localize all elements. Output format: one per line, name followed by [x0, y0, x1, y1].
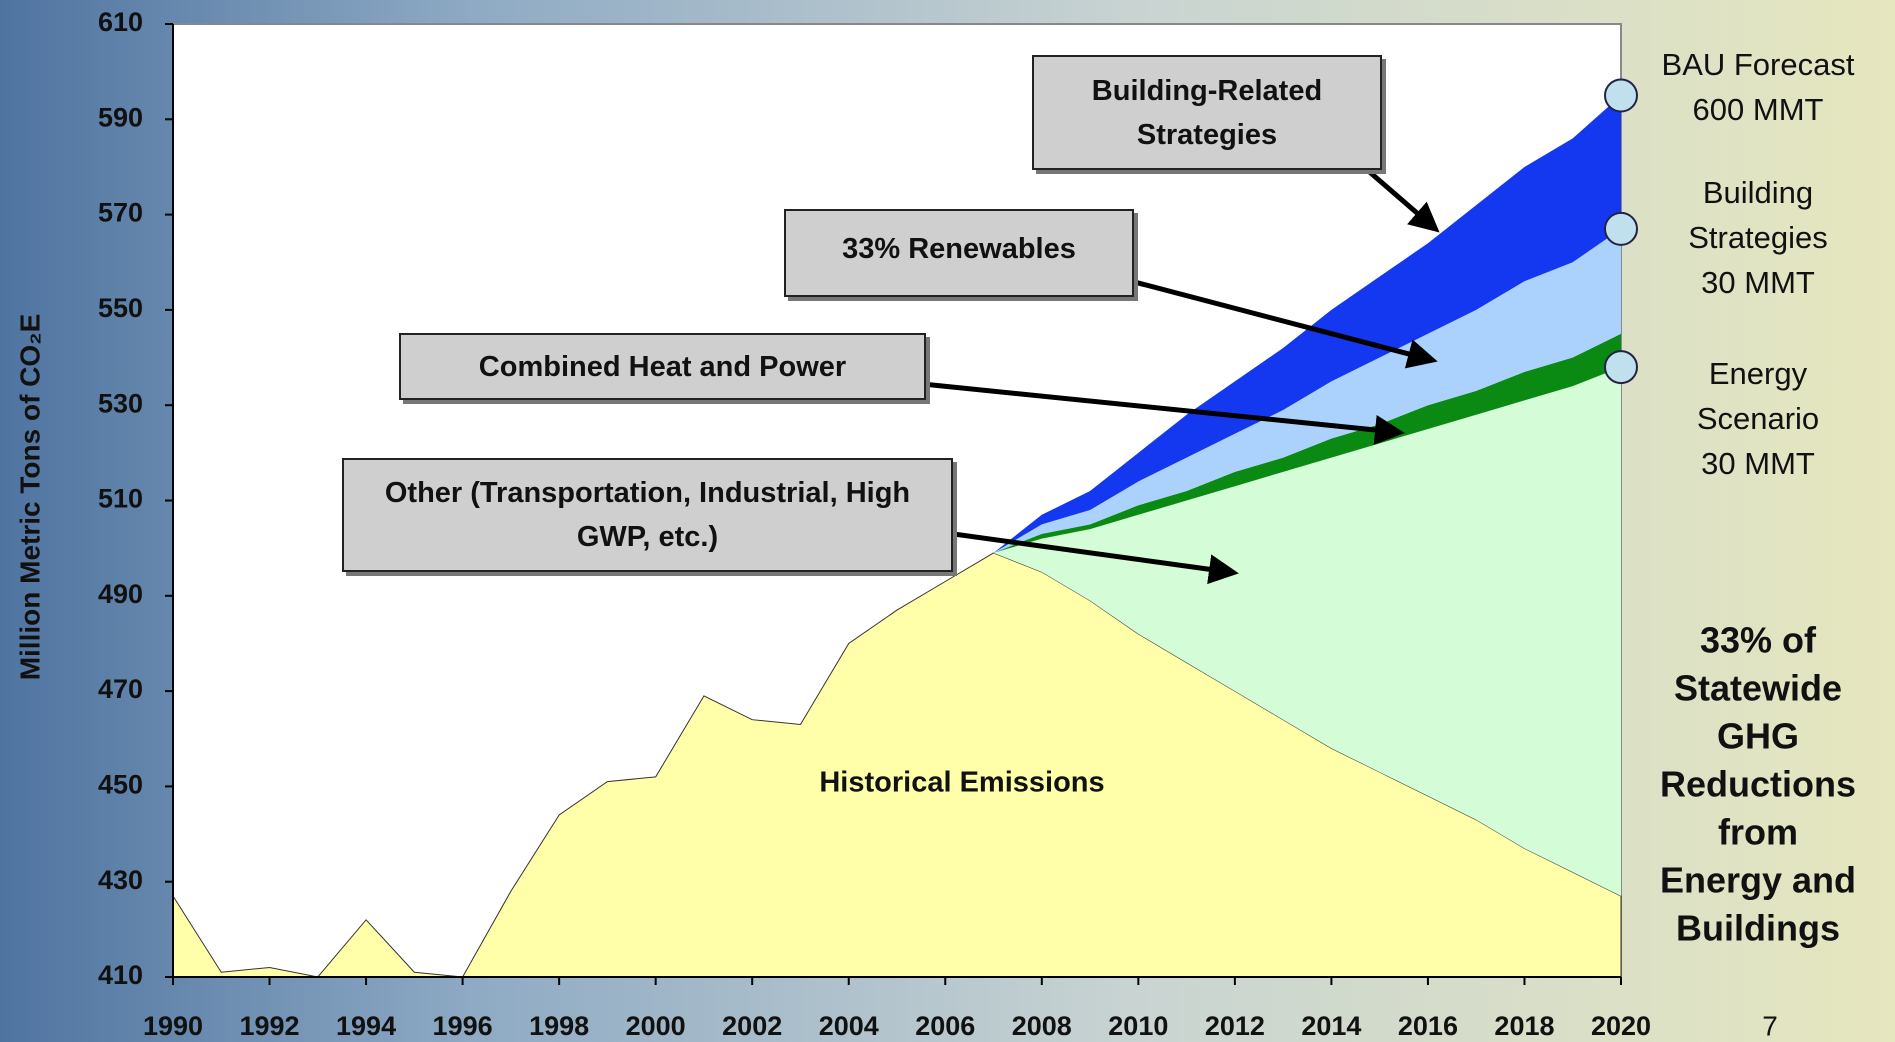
arrow — [902, 524, 1239, 585]
right-label: Strategies — [1688, 220, 1828, 255]
x-tick-label: 2002 — [722, 1011, 782, 1041]
callout: Building-Related Strategies — [1032, 55, 1382, 170]
callout: Combined Heat and Power — [399, 333, 926, 400]
summary-text: 33% of — [1700, 620, 1817, 661]
x-tick-label: 2016 — [1398, 1011, 1458, 1041]
callout: Other (Transportation, Industrial, High … — [342, 458, 953, 572]
x-tick-label: 2012 — [1205, 1011, 1265, 1041]
y-tick-label: 590 — [98, 102, 143, 132]
y-tick-label: 550 — [98, 293, 143, 323]
y-tick-label: 530 — [98, 388, 143, 418]
right-label: BAU Forecast — [1662, 47, 1855, 82]
end-marker — [1604, 350, 1638, 385]
area — [993, 228, 1621, 553]
x-tick-label: 1992 — [239, 1011, 299, 1041]
arrow — [1084, 266, 1438, 369]
x-tick-label: 2020 — [1591, 1011, 1651, 1041]
right-label: 600 MMT — [1693, 92, 1824, 127]
x-tick-label: 1990 — [143, 1011, 203, 1041]
right-label: 30 MMT — [1701, 265, 1815, 300]
y-tick-label: 570 — [98, 198, 143, 228]
summary-text: Energy and — [1660, 860, 1856, 901]
x-tick-label: 2006 — [915, 1011, 975, 1041]
callout: 33% Renewables — [784, 209, 1134, 297]
end-marker — [1604, 78, 1638, 113]
x-tick-label: 2008 — [1012, 1011, 1072, 1041]
y-tick-label: 490 — [98, 579, 143, 609]
arrow — [902, 379, 1405, 445]
summary-text: from — [1718, 812, 1798, 853]
y-tick-label: 470 — [98, 674, 143, 704]
right-label: Energy — [1709, 356, 1808, 391]
summary-text: Reductions — [1660, 764, 1856, 805]
x-tick-label: 1998 — [529, 1011, 589, 1041]
end-marker — [1604, 211, 1638, 246]
right-label: 30 MMT — [1701, 446, 1815, 481]
page-number: 7 — [1762, 1010, 1778, 1041]
area — [993, 367, 1621, 896]
summary-text: Buildings — [1676, 908, 1840, 949]
summary-text: GHG — [1717, 716, 1799, 757]
x-tick-label: 2014 — [1301, 1011, 1361, 1041]
x-tick-label: 1996 — [433, 1011, 493, 1041]
y-tick-label: 430 — [98, 865, 143, 895]
x-tick-label: 2004 — [819, 1011, 879, 1041]
x-tick-label: 2000 — [626, 1011, 686, 1041]
y-axis-title: Million Metric Tons of CO₂E — [14, 314, 45, 681]
summary-text: Statewide — [1674, 668, 1842, 709]
y-tick-label: 410 — [98, 960, 143, 990]
series-label: Historical Emissions — [819, 767, 1104, 799]
y-tick-label: 610 — [98, 7, 143, 37]
y-tick-label: 510 — [98, 484, 143, 514]
right-label: Building — [1703, 175, 1813, 210]
right-label: Scenario — [1697, 401, 1819, 436]
x-tick-label: 2018 — [1494, 1011, 1554, 1041]
x-tick-label: 2010 — [1108, 1011, 1168, 1041]
x-tick-label: 1994 — [336, 1011, 396, 1041]
y-tick-label: 450 — [98, 770, 143, 800]
